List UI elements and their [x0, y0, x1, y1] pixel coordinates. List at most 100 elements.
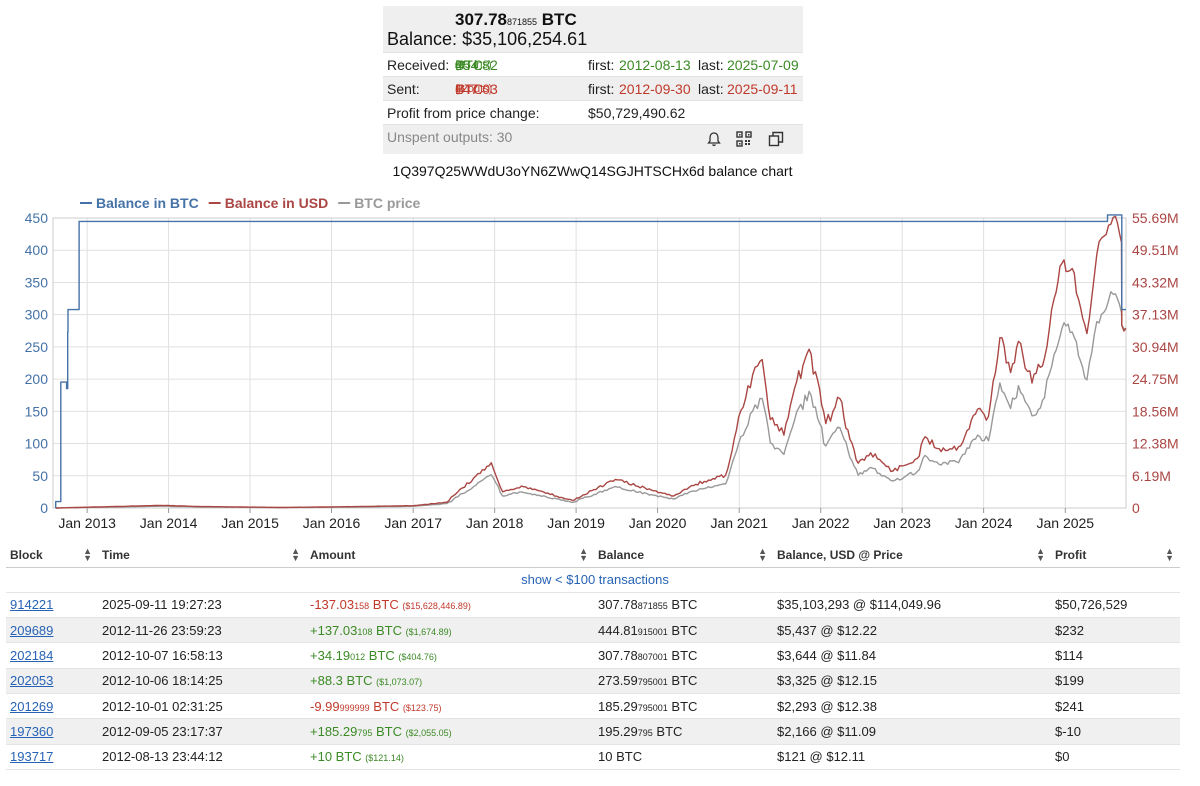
time-cell: 2012-09-05 23:17:37 — [98, 718, 306, 745]
x-tick-label: Jan 2020 — [629, 515, 687, 531]
qr-code-icon[interactable] — [736, 131, 752, 147]
legend-item[interactable]: BTC price — [354, 195, 420, 211]
balance-small: 795001 — [637, 702, 668, 713]
column-header-profit[interactable]: Profit ▲ ▼ — [1051, 543, 1180, 568]
sent-unit: BTC — [455, 81, 483, 97]
y-right-tick-label: 30.94M — [1132, 339, 1179, 355]
amount-small: 999999 — [339, 702, 370, 713]
balance-cell: 195.29795 BTC — [594, 718, 773, 745]
copy-icon[interactable] — [768, 131, 784, 147]
sent-small: 16 — [455, 84, 466, 94]
sort-icon[interactable]: ▲ ▼ — [291, 546, 300, 563]
sent-label: Sent: — [387, 81, 420, 97]
profit-cell: $199 — [1051, 668, 1180, 694]
y-left-tick-label: 350 — [25, 274, 49, 290]
time-cell: 2012-11-26 23:59:23 — [98, 617, 306, 644]
amount-small: 012 — [350, 652, 366, 663]
y-left-tick-label: 300 — [25, 307, 49, 323]
legend-item[interactable]: Balance in BTC — [96, 195, 199, 211]
balance-unit: BTC — [667, 622, 698, 638]
balance-main: 273.59 — [598, 673, 638, 689]
column-header-amount[interactable]: Amount ▲ ▼ — [306, 543, 594, 568]
sort-icon[interactable]: ▲ ▼ — [758, 546, 767, 563]
balance-main: 307.78 — [598, 597, 638, 613]
amount-cell: +185.29795 BTC ($2,055.05) — [306, 718, 594, 745]
sent-outs: (3 outs) — [455, 83, 493, 95]
balance-unit: BTC — [612, 749, 643, 765]
y-right-tick-label: 49.51M — [1132, 242, 1179, 258]
amount-main: +10 — [310, 749, 333, 765]
block-link[interactable]: 201269 — [10, 698, 54, 714]
profit-cell: $241 — [1051, 693, 1180, 720]
y-right-tick-label: 0 — [1132, 500, 1140, 516]
amount-cell: +88.3 BTC ($1,073.07) — [306, 668, 594, 694]
btc-balance: 307.78871855 BTC — [455, 10, 577, 30]
balance-value: $35,106,254.61 — [462, 29, 588, 49]
column-header-block[interactable]: Block ▲ ▼ — [6, 543, 98, 568]
time-cell: 2012-10-01 02:31:25 — [98, 693, 306, 720]
block-link[interactable]: 197360 — [10, 723, 54, 739]
legend-item[interactable]: Balance in USD — [225, 195, 328, 211]
column-header-label: Amount — [310, 547, 356, 562]
time-cell: 2012-10-07 16:58:13 — [98, 642, 306, 669]
column-header-balance-usd-price[interactable]: Balance, USD @ Price ▲ ▼ — [773, 543, 1051, 568]
table-row: 202053 2012-10-06 18:14:25 +88.3 BTC ($1,0… — [6, 668, 1180, 694]
profit-cell: $0 — [1051, 744, 1180, 770]
x-tick-label: Jan 2023 — [873, 515, 931, 531]
sent-last-label: last: — [698, 81, 724, 97]
balance-main: 444.81 — [598, 622, 638, 638]
amount-cell: +137.03108 BTC ($1,674.89) — [306, 617, 594, 644]
time-cell: 2025-09-11 19:27:23 — [98, 592, 306, 619]
received-label: Received: — [387, 57, 450, 73]
amount-small: 795 — [357, 727, 373, 738]
amount-small: 158 — [354, 601, 370, 612]
received-ins: (33 ins) — [455, 59, 492, 71]
table-body: show < $100 transactions 914221 2025-09-1… — [6, 567, 1180, 770]
block-link[interactable]: 202053 — [10, 673, 54, 689]
block-link[interactable]: 193717 — [10, 749, 54, 765]
sort-icon[interactable]: ▲ ▼ — [579, 546, 588, 563]
unspent-outputs: Unspent outputs: 30 — [383, 125, 585, 154]
profit-row: Profit from price change: $50,729,490.62 — [383, 100, 803, 124]
chart-legend[interactable]: Balance in BTC Balance in USD BTC price — [80, 195, 421, 211]
amount-main: +185.29 — [310, 723, 358, 739]
profit-cell: $50,726,529 — [1051, 592, 1180, 619]
block-link[interactable]: 202184 — [10, 648, 54, 664]
column-header-balance[interactable]: Balance ▲ ▼ — [594, 543, 773, 568]
sort-icon[interactable]: ▲ ▼ — [83, 546, 92, 563]
received-row: Received: 454.82 03 BTC (33 ins) first: 2… — [383, 52, 803, 76]
y-left-tick-label: 50 — [32, 468, 48, 484]
amount-usd: ($123.75) — [402, 702, 442, 713]
balance-usd-price-cell: $3,325 @ $12.15 — [773, 668, 1051, 694]
amount-main: +34.19 — [310, 648, 351, 664]
y-right-tick-label: 24.75M — [1132, 371, 1179, 387]
column-header-time[interactable]: Time ▲ ▼ — [98, 543, 306, 568]
amount-cell: +10 BTC ($121.14) — [306, 744, 594, 770]
amount-small: 108 — [357, 626, 373, 637]
sort-icon[interactable]: ▲ ▼ — [1165, 546, 1174, 563]
balance-unit: BTC — [667, 597, 698, 613]
profit-cell: $114 — [1051, 642, 1180, 669]
sent-first-date: 2012-09-30 — [619, 81, 691, 97]
block-cell: 202053 — [6, 668, 98, 694]
received-last-label: last: — [698, 57, 724, 73]
balance-cell: 444.81915001 BTC — [594, 617, 773, 644]
block-link[interactable]: 209689 — [10, 622, 54, 638]
column-header-label: Profit — [1055, 547, 1087, 562]
block-cell: 202184 — [6, 642, 98, 669]
amount-unit: BTC — [342, 673, 377, 689]
y-left-tick-label: 100 — [25, 436, 49, 452]
balance-cell: 273.59795001 BTC — [594, 668, 773, 694]
chart-title: 1Q397Q25WWdU3oYN6ZWwQ14SGJHTSCHx6d balan… — [392, 163, 793, 179]
show-small-row: show < $100 transactions — [6, 567, 1180, 593]
x-tick-label: Jan 2024 — [955, 515, 1013, 531]
bell-icon[interactable] — [706, 131, 722, 147]
show-small-transactions-link[interactable]: show < $100 transactions — [6, 567, 1180, 593]
btc-unit: BTC — [541, 10, 577, 29]
block-link[interactable]: 914221 — [10, 597, 54, 613]
block-cell: 209689 — [6, 617, 98, 644]
sort-icon[interactable]: ▲ ▼ — [1036, 546, 1045, 563]
table-row: 202184 2012-10-07 16:58:13 +34.19012 BTC (… — [6, 642, 1180, 669]
amount-usd: ($2,055.05) — [405, 727, 452, 738]
profit-value: $50,729,490.62 — [588, 105, 686, 121]
